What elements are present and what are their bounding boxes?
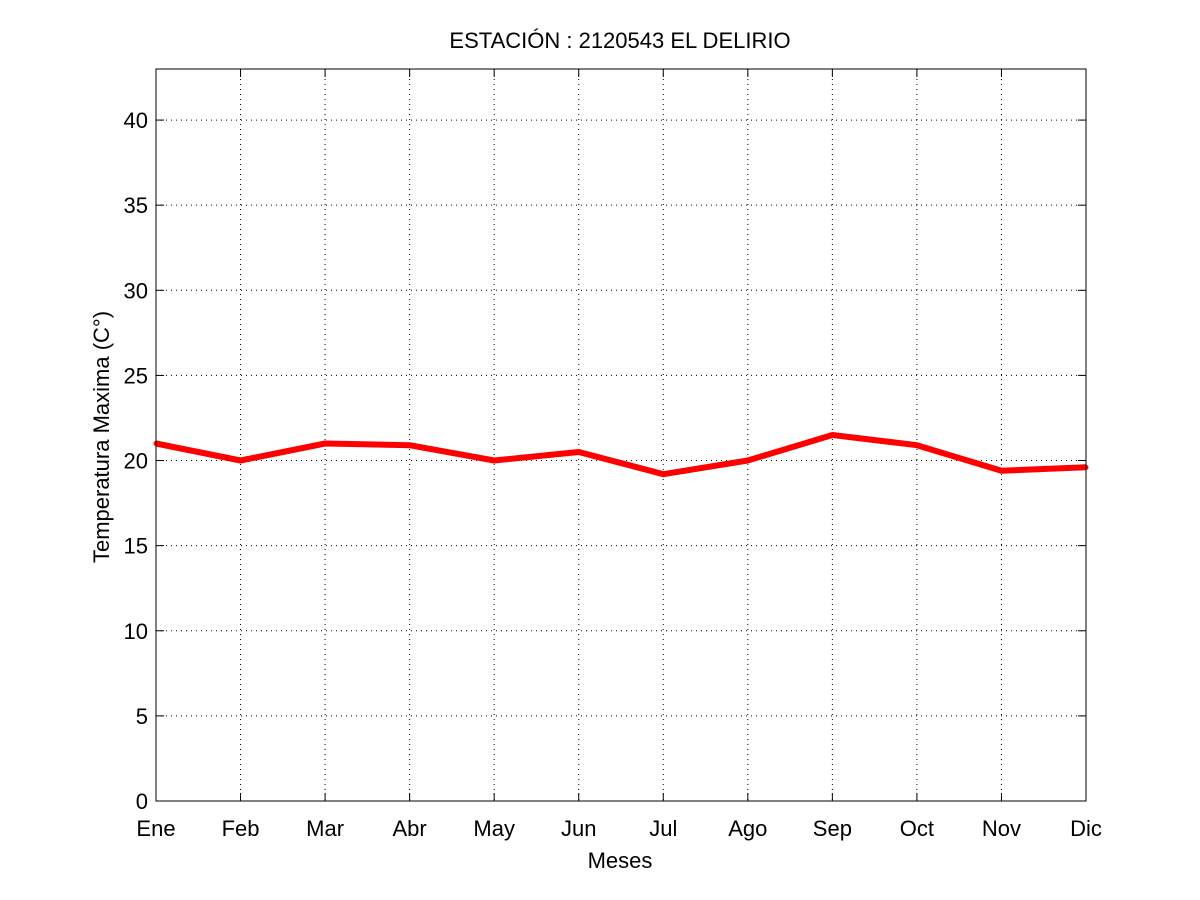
y-tick-label: 35: [124, 193, 148, 218]
data-point: [998, 468, 1004, 474]
y-tick-label: 0: [136, 789, 148, 814]
data-point: [914, 442, 920, 448]
x-tick-label: Jun: [561, 816, 596, 841]
y-tick-label: 10: [124, 619, 148, 644]
x-tick-label: Ago: [728, 816, 767, 841]
y-tick-label: 15: [124, 534, 148, 559]
x-tick-label: May: [473, 816, 515, 841]
data-point: [660, 471, 666, 477]
grid-layer: [156, 69, 1086, 801]
data-point: [322, 441, 328, 447]
x-tick-label: Oct: [900, 816, 934, 841]
data-point: [407, 442, 413, 448]
y-tick-label: 5: [136, 704, 148, 729]
x-tick-label: Abr: [393, 816, 427, 841]
data-point: [576, 449, 582, 455]
x-tick-label: Dic: [1070, 816, 1102, 841]
x-tick-label: Nov: [982, 816, 1021, 841]
x-tick-label: Feb: [222, 816, 260, 841]
x-axis-title: Meses: [588, 848, 653, 873]
x-tick-labels: Ene Feb Mar Abr May Jun Jul Ago Sep Oct Nov Dic: [136, 816, 1101, 841]
y-tick-label: 20: [124, 449, 148, 474]
y-axis-title: Temperatura Maxima (C°): [89, 311, 114, 563]
chart-title: ESTACIÓN : 2120543 EL DELIRIO: [449, 28, 790, 53]
x-tick-label: Jul: [649, 816, 677, 841]
y-tick-labels: 0 5 10 15 20 25 30 35 40: [124, 108, 148, 814]
plot-frame: [155, 68, 1087, 802]
data-point: [491, 458, 497, 464]
tick-layer: [155, 69, 1087, 802]
x-tick-label: Ene: [136, 816, 175, 841]
x-tick-label: Mar: [306, 816, 344, 841]
y-tick-label: 25: [124, 363, 148, 388]
y-tick-label: 40: [124, 108, 148, 133]
series-line: [155, 432, 1087, 478]
data-point: [238, 458, 244, 464]
y-tick-label: 30: [124, 278, 148, 303]
x-tick-label: Sep: [813, 816, 852, 841]
data-point: [745, 458, 751, 464]
data-point: [829, 432, 835, 438]
series-layer: [153, 432, 1089, 478]
